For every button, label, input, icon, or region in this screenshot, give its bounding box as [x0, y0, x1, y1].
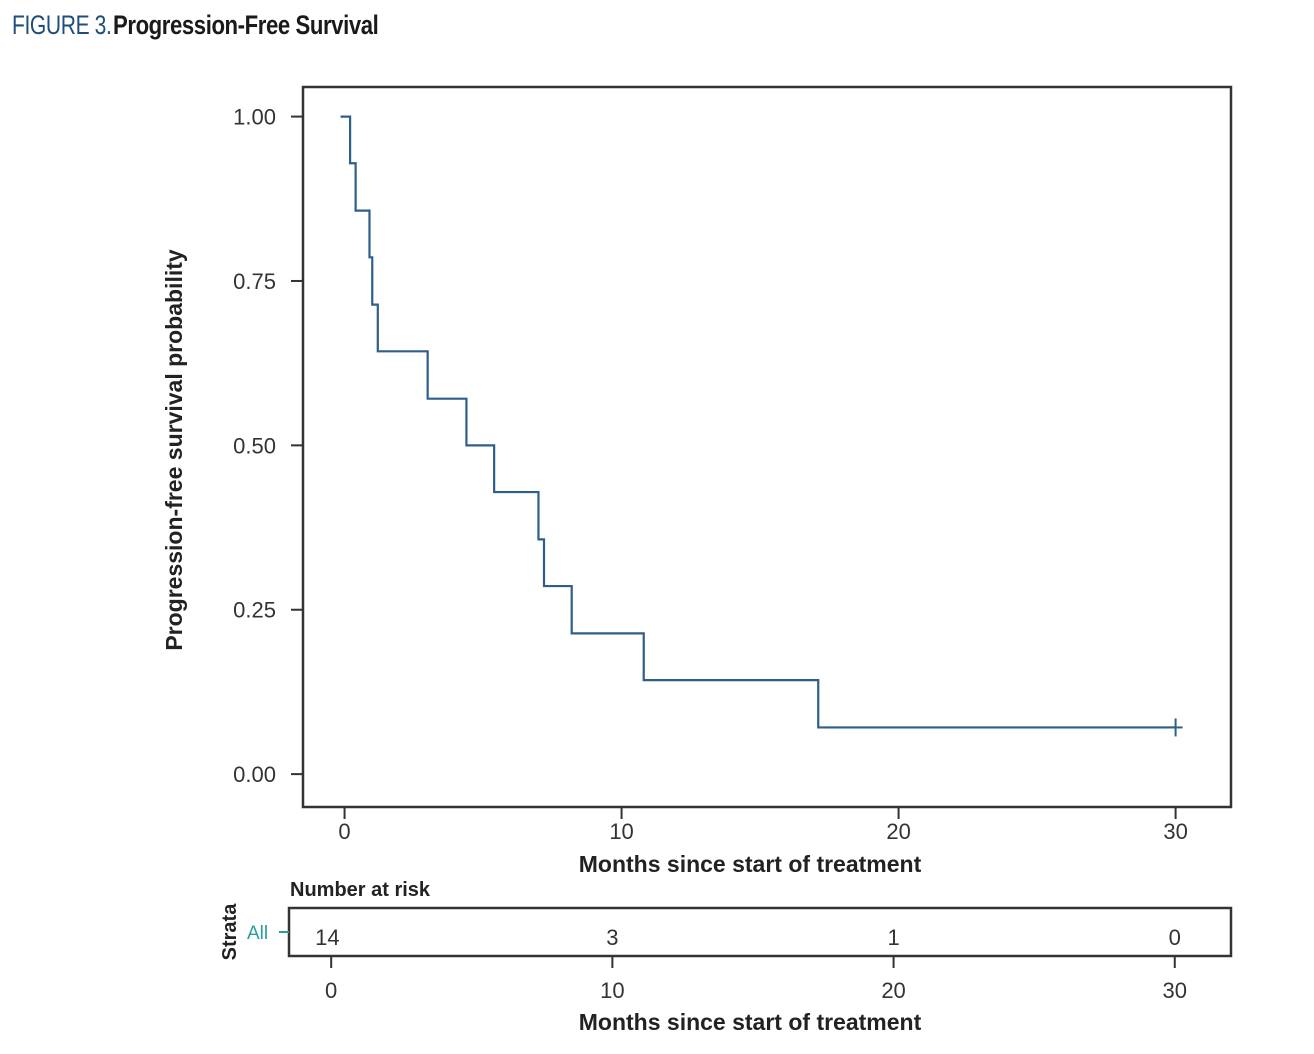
figure-number: FIGURE 3.: [12, 10, 112, 40]
y-axis: 0.00 0.25 0.50 0.75 1.00: [233, 105, 303, 787]
y-tick-label: 1.00: [233, 105, 276, 130]
x-tick-label: 20: [886, 819, 910, 844]
risk-table-frame: [287, 906, 1233, 958]
x-axis-label: Months since start of treatment: [579, 851, 922, 877]
curve-layer: [340, 115, 1183, 737]
y-tick-label: 0.75: [233, 269, 276, 294]
x-axis: 0 10 20 30: [338, 807, 1188, 844]
y-axis-label: Progression-free survival probability: [161, 249, 187, 651]
figure-name: Progression-Free Survival: [112, 10, 379, 40]
plot-frame: [301, 85, 1233, 809]
risk-count: 14: [315, 925, 339, 950]
x-tick-label: 30: [1163, 819, 1187, 844]
figure-title: FIGURE 3. Progression-Free Survival: [12, 10, 436, 41]
y-tick-label: 0.25: [233, 598, 276, 623]
risk-layer: 14 3 1 0: [315, 925, 1181, 950]
risk-x-axis-label: Months since start of treatment: [579, 1009, 922, 1035]
risk-x-tick-label: 10: [600, 978, 624, 1003]
risk-x-tick-label: 0: [325, 978, 337, 1003]
x-tick-label: 10: [609, 819, 633, 844]
strata-name-all: All: [247, 923, 268, 944]
x-tick-label: 0: [338, 819, 350, 844]
risk-x-tick-label: 20: [881, 978, 905, 1003]
survival-curve: [340, 115, 1176, 729]
risk-x-tick-label: 30: [1163, 978, 1187, 1003]
risk-x-axis: 0 10 20 30: [325, 956, 1187, 1003]
strata-label: Strata: [219, 903, 241, 961]
risk-count: 1: [887, 925, 899, 950]
risk-table-title: Number at risk: [290, 879, 431, 901]
risk-count: 0: [1169, 925, 1181, 950]
risk-count: 3: [606, 925, 618, 950]
y-tick-label: 0.50: [233, 433, 276, 458]
y-tick-label: 0.00: [233, 762, 276, 787]
